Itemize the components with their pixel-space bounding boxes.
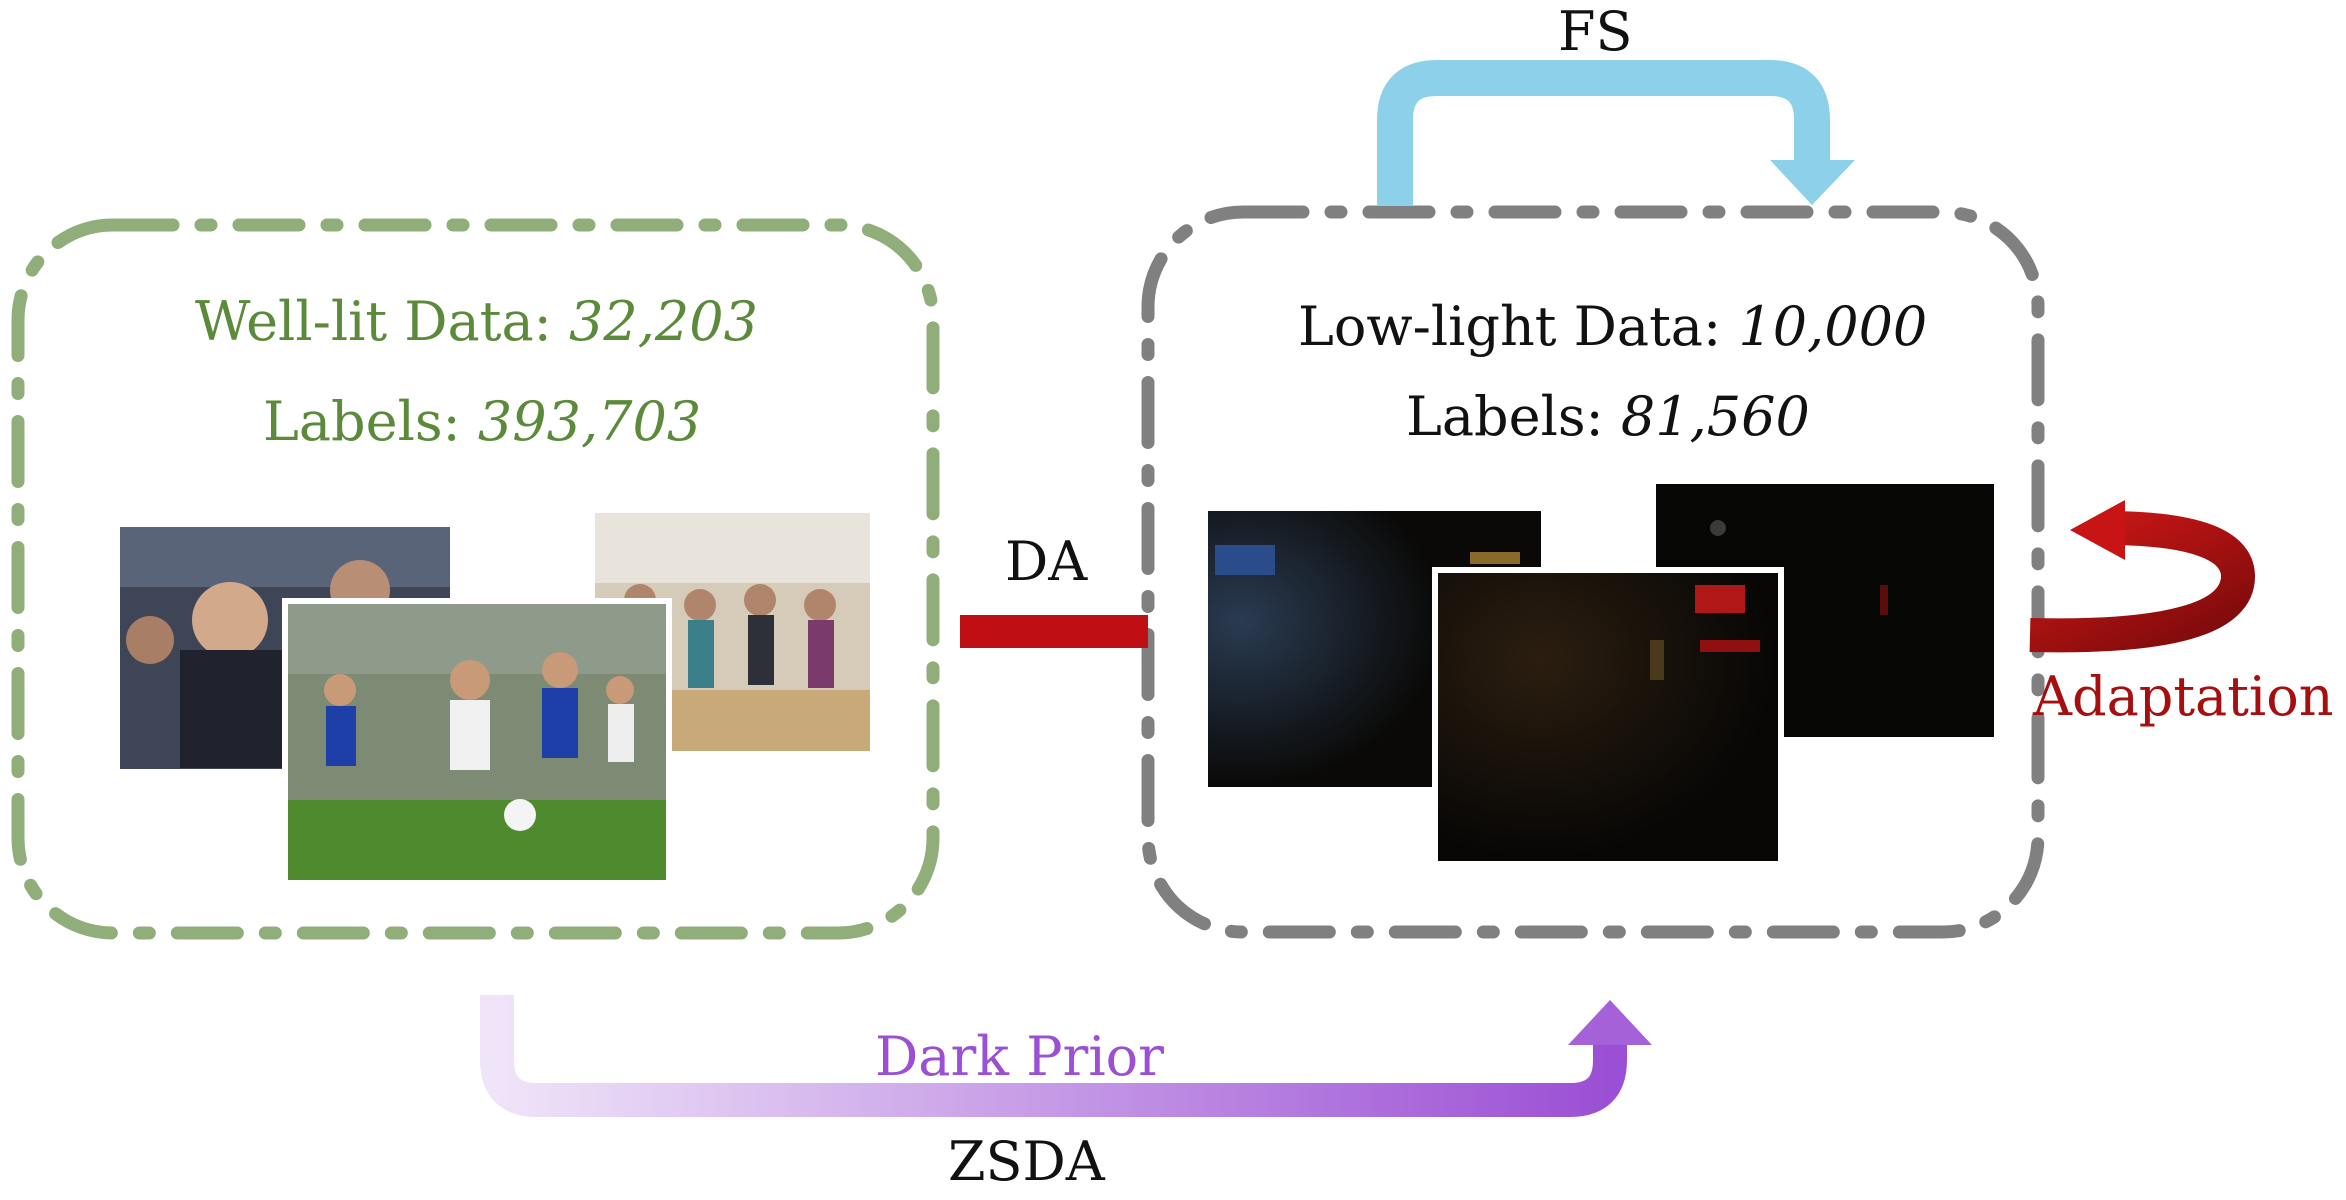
well-lit-data-line: Well-lit Data: 32,203 — [195, 290, 758, 353]
da-bar — [960, 615, 1148, 648]
dark-prior-arrow — [480, 995, 1652, 1117]
dark-prior-label: Dark Prior — [875, 1025, 1164, 1088]
fs-label: FS — [1558, 0, 1633, 63]
well-lit-domain-box — [11, 218, 940, 940]
well-lit-data-count: 32,203 — [569, 290, 758, 353]
soccer-game-photo — [282, 598, 672, 886]
dark-night-market-photo — [1432, 567, 1784, 867]
zsda-label: ZSDA — [948, 1130, 1105, 1193]
adaptation-label: Adaptation — [2033, 665, 2334, 728]
low-light-labels-line: Labels: 81,560 — [1406, 385, 1810, 448]
low-light-labels-label: Labels: — [1406, 385, 1621, 448]
well-lit-data-label: Well-lit Data: — [195, 290, 569, 353]
fs-arrow — [1377, 60, 1855, 205]
low-light-labels-count: 81,560 — [1620, 385, 1810, 448]
low-light-data-label: Low-light Data: — [1298, 295, 1739, 358]
low-light-data-line: Low-light Data: 10,000 — [1298, 295, 1927, 358]
adaptation-arrow — [2029, 500, 2255, 653]
well-lit-labels-line: Labels: 393,703 — [263, 390, 701, 453]
well-lit-labels-count: 393,703 — [477, 390, 702, 453]
low-light-data-count: 10,000 — [1738, 295, 1928, 358]
da-label: DA — [1005, 530, 1088, 593]
low-light-domain-box — [1141, 205, 2045, 939]
well-lit-labels-label: Labels: — [263, 390, 478, 453]
